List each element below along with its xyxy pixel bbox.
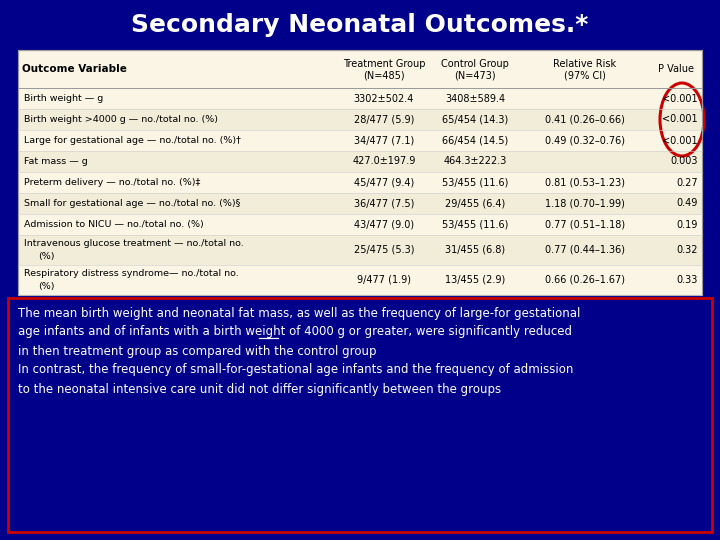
Text: 427.0±197.9: 427.0±197.9 <box>352 157 415 166</box>
Bar <box>18 50 702 295</box>
Bar <box>18 235 702 265</box>
Text: 0.49 (0.32–0.76): 0.49 (0.32–0.76) <box>545 136 625 145</box>
Text: 0.33: 0.33 <box>677 275 698 285</box>
Bar <box>18 265 702 295</box>
Text: 464.3±222.3: 464.3±222.3 <box>444 157 507 166</box>
Bar <box>18 151 702 172</box>
Bar <box>18 109 702 130</box>
Text: (%): (%) <box>38 253 55 261</box>
Text: 29/455 (6.4): 29/455 (6.4) <box>445 199 505 208</box>
Text: 9/477 (1.9): 9/477 (1.9) <box>357 275 411 285</box>
Text: 36/477 (7.5): 36/477 (7.5) <box>354 199 414 208</box>
Text: Admission to NICU — no./total no. (%): Admission to NICU — no./total no. (%) <box>24 220 204 229</box>
Text: 0.77 (0.44–1.36): 0.77 (0.44–1.36) <box>545 245 625 255</box>
Text: 0.27: 0.27 <box>676 178 698 187</box>
Text: Intravenous glucose treatment — no./total no.: Intravenous glucose treatment — no./tota… <box>24 239 244 247</box>
Text: 31/455 (6.8): 31/455 (6.8) <box>445 245 505 255</box>
Text: Small for gestational age — no./total no. (%)§: Small for gestational age — no./total no… <box>24 199 240 208</box>
Text: 0.41 (0.26–0.66): 0.41 (0.26–0.66) <box>545 114 625 125</box>
Bar <box>18 193 702 214</box>
Text: Relative Risk: Relative Risk <box>554 59 616 69</box>
Bar <box>18 172 702 193</box>
Text: Control Group: Control Group <box>441 59 509 69</box>
Text: Fat mass — g: Fat mass — g <box>24 157 88 166</box>
Text: In contrast, the frequency of small-for-gestational age infants and the frequenc: In contrast, the frequency of small-for-… <box>18 363 573 376</box>
Text: 45/477 (9.4): 45/477 (9.4) <box>354 178 414 187</box>
Text: 0.003: 0.003 <box>670 157 698 166</box>
Text: Respiratory distress syndrome— no./total no.: Respiratory distress syndrome— no./total… <box>24 268 239 278</box>
Text: Preterm delivery — no./total no. (%)‡: Preterm delivery — no./total no. (%)‡ <box>24 178 200 187</box>
Bar <box>18 214 702 235</box>
Text: 0.32: 0.32 <box>677 245 698 255</box>
Text: Birth weight — g: Birth weight — g <box>24 94 103 103</box>
Text: The mean birth weight and neonatal fat mass, as well as the frequency of large-f: The mean birth weight and neonatal fat m… <box>18 307 580 320</box>
Text: 0.19: 0.19 <box>677 219 698 230</box>
Text: (N=473): (N=473) <box>454 70 496 80</box>
Bar <box>18 130 702 151</box>
Text: <0.001: <0.001 <box>662 93 698 104</box>
Text: 43/477 (9.0): 43/477 (9.0) <box>354 219 414 230</box>
Text: 53/455 (11.6): 53/455 (11.6) <box>442 219 508 230</box>
Text: 25/475 (5.3): 25/475 (5.3) <box>354 245 414 255</box>
Text: 1.18 (0.70–1.99): 1.18 (0.70–1.99) <box>545 199 625 208</box>
Text: 13/455 (2.9): 13/455 (2.9) <box>445 275 505 285</box>
Text: Large for gestational age — no./total no. (%)†: Large for gestational age — no./total no… <box>24 136 241 145</box>
Text: (97% CI): (97% CI) <box>564 70 606 80</box>
Text: 0.66 (0.26–1.67): 0.66 (0.26–1.67) <box>545 275 625 285</box>
Text: P Value: P Value <box>658 64 694 74</box>
Bar <box>18 88 702 109</box>
Text: <0.001: <0.001 <box>662 114 698 125</box>
Bar <box>18 50 702 295</box>
Text: Outcome Variable: Outcome Variable <box>22 64 127 74</box>
Text: to the neonatal intensive care unit did not differ significantly between the gro: to the neonatal intensive care unit did … <box>18 382 501 395</box>
Text: (%): (%) <box>38 282 55 292</box>
Text: 28/477 (5.9): 28/477 (5.9) <box>354 114 414 125</box>
Text: 0.81 (0.53–1.23): 0.81 (0.53–1.23) <box>545 178 625 187</box>
Text: 3302±502.4: 3302±502.4 <box>354 93 414 104</box>
Text: in then treatment group as compared with the control group: in then treatment group as compared with… <box>18 345 377 357</box>
Bar <box>18 88 23 109</box>
Text: 3408±589.4: 3408±589.4 <box>445 93 505 104</box>
Text: age infants and of infants with a birth weight of 4000 g or greater, were signif: age infants and of infants with a birth … <box>18 326 572 339</box>
Text: (N=485): (N=485) <box>363 70 405 80</box>
Text: 66/454 (14.5): 66/454 (14.5) <box>442 136 508 145</box>
Text: 0.77 (0.51–1.18): 0.77 (0.51–1.18) <box>545 219 625 230</box>
Text: 0.49: 0.49 <box>677 199 698 208</box>
Bar <box>8 298 712 532</box>
Text: Birth weight >4000 g — no./total no. (%): Birth weight >4000 g — no./total no. (%) <box>24 115 218 124</box>
Bar <box>18 130 23 151</box>
Text: 53/455 (11.6): 53/455 (11.6) <box>442 178 508 187</box>
Text: 65/454 (14.3): 65/454 (14.3) <box>442 114 508 125</box>
Text: 34/477 (7.1): 34/477 (7.1) <box>354 136 414 145</box>
Text: <0.001: <0.001 <box>662 136 698 145</box>
Text: Treatment Group: Treatment Group <box>343 59 426 69</box>
Text: Secondary Neonatal Outcomes.*: Secondary Neonatal Outcomes.* <box>131 13 589 37</box>
Bar <box>18 109 23 130</box>
